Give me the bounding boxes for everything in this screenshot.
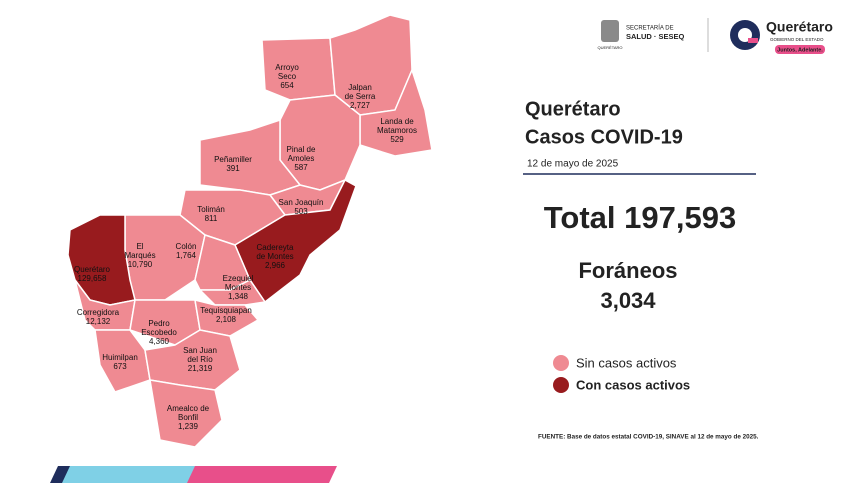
municipality-name: Montes <box>225 283 251 292</box>
municipality-name: Pinal de <box>287 145 316 154</box>
source: FUENTE: Base de datos estatal COVID-19, … <box>538 434 759 441</box>
municipality-name: Corregidora <box>77 308 120 317</box>
municipality-cases: 2,966 <box>265 261 286 270</box>
emblem <box>601 20 619 42</box>
foreign-label: Foráneos <box>578 258 677 283</box>
municipality-cases: 1,764 <box>176 251 197 260</box>
foreign-value: 3,034 <box>600 288 656 313</box>
government: Querétaro <box>766 19 833 35</box>
municipality-name: Marqués <box>124 251 155 260</box>
municipality-name: El <box>136 242 143 251</box>
municipality-name: Pedro <box>148 319 170 328</box>
legend-label: Sin casos activos <box>576 355 677 370</box>
municipality-cases: 4,360 <box>149 337 170 346</box>
header: QUERÉTARO SECRETARÍA DE SALUD · SESEQ Qu… <box>597 18 833 54</box>
municipality-cases: 503 <box>294 207 308 216</box>
agency: SALUD · SESEQ <box>626 32 685 41</box>
municipality-area <box>149 379 223 448</box>
municipality-name: de Serra <box>345 92 376 101</box>
municipality-name: Querétaro <box>74 265 111 274</box>
municipality-area <box>359 67 433 157</box>
legend-swatch <box>553 377 569 393</box>
date: 12 de mayo de 2025 <box>527 159 619 170</box>
municipality-name: Bonfil <box>178 413 198 422</box>
municipality-name: San Juan <box>183 346 217 355</box>
stripe <box>187 466 337 483</box>
municipality-cases: 391 <box>226 164 240 173</box>
municipality-name: Ezequiel <box>223 274 254 283</box>
municipality-name: Amoles <box>288 154 315 163</box>
municipality-name: Peñamiller <box>214 155 252 164</box>
municipality-name: Matamoros <box>377 126 417 135</box>
municipality-cases: 2,727 <box>350 101 371 110</box>
municipality-cases: 10,790 <box>128 260 153 269</box>
slogan: Juntos, Adelante. <box>777 47 823 53</box>
municipality-cases: 673 <box>113 362 127 371</box>
municipality-cases: 129,658 <box>78 274 107 283</box>
municipality-cases: 587 <box>294 163 308 172</box>
total-label: Total <box>544 200 616 235</box>
municipality-name: Arroyo <box>275 63 299 72</box>
municipality-name: del Río <box>187 355 213 364</box>
stripe <box>60 466 200 483</box>
municipality-name: Jalpan <box>348 83 372 92</box>
municipality-cases: 1,348 <box>228 292 249 301</box>
municipality-area <box>234 178 357 304</box>
municipality-cases: 1,239 <box>178 422 199 431</box>
municipality-name: de Montes <box>256 252 293 261</box>
legend-label: Con casos activos <box>576 377 690 392</box>
title: Casos COVID-19 <box>525 126 683 148</box>
municipality-cases: 654 <box>280 81 294 90</box>
municipality-name: Seco <box>278 72 297 81</box>
municipality-cases: 12,132 <box>86 317 111 326</box>
municipality-name: Escobedo <box>141 328 177 337</box>
total-value: 197,593 <box>624 200 736 235</box>
slogan-pill <box>775 45 825 54</box>
logo <box>748 38 758 43</box>
municipality-cases: 811 <box>205 214 218 223</box>
total: Total 197,593 <box>544 200 736 235</box>
municipality-name: Amealco de <box>167 404 210 413</box>
municipality-name: Cadereyta <box>257 243 294 252</box>
municipality-name: Landa de <box>380 117 414 126</box>
stripe <box>50 466 70 483</box>
municipality-name: Tequisquiapan <box>200 306 252 315</box>
legend: Sin casos activos Con casos activos <box>553 355 690 393</box>
municipality-cases: 2,108 <box>216 315 237 324</box>
municipality-name: Huimilpan <box>102 353 138 362</box>
title: Querétaro <box>525 98 621 120</box>
municipality-name: Colón <box>176 242 197 251</box>
legend-swatch <box>553 355 569 371</box>
municipality-cases: 529 <box>390 135 404 144</box>
agency: SECRETARÍA DE <box>626 25 674 32</box>
municipality-name: San Joaquín <box>279 198 324 207</box>
agency-sub: QUERÉTARO <box>597 45 622 50</box>
government-sub: GOBIERNO DEL ESTADO <box>770 37 824 42</box>
municipality-name: Tolimán <box>197 205 225 214</box>
municipality-cases: 21,319 <box>188 364 213 373</box>
